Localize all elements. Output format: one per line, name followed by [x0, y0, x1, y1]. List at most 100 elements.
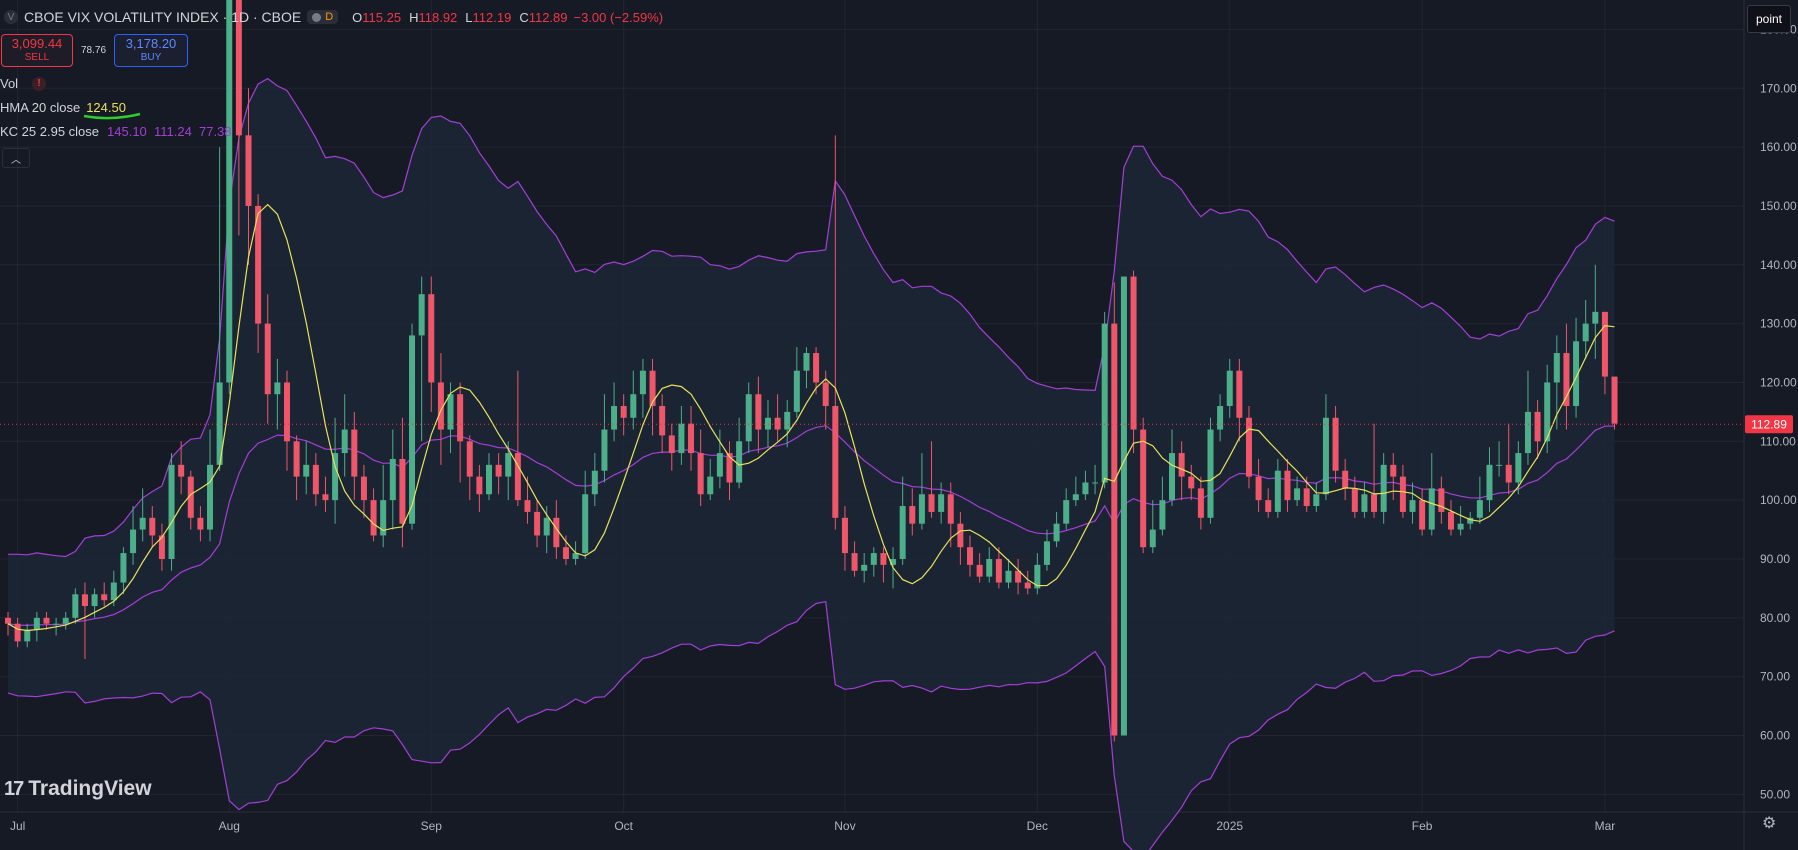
candle-body: [1111, 323, 1118, 736]
candle-body: [457, 394, 464, 442]
y-tick-label: 160.00: [1760, 140, 1797, 154]
candle-body: [1063, 500, 1070, 524]
candle-body: [572, 553, 579, 559]
chevron-up-icon[interactable]: ︿: [2, 148, 30, 168]
candle-body: [255, 205, 262, 324]
tradingview-wordmark: TradingView: [28, 777, 152, 800]
candle-body: [1409, 500, 1416, 512]
change-value: −3.00 (−2.59%): [573, 9, 664, 25]
interval-badge[interactable]: D: [307, 10, 339, 24]
candle-body: [591, 470, 598, 495]
candle-body: [1332, 417, 1339, 471]
candle-body: [149, 517, 156, 536]
volume-indicator-legend[interactable]: Vol !: [0, 76, 47, 91]
candle-body: [649, 370, 656, 406]
y-tick-label: 100.00: [1760, 493, 1797, 507]
sell-button[interactable]: 3,099.44 SELL: [1, 34, 73, 67]
keltner-upper-line: [8, 77, 1615, 558]
candle-body: [130, 529, 137, 554]
hma-value: 124.50: [86, 100, 126, 115]
candle-body: [784, 411, 791, 430]
scale-mode-button[interactable]: point: [1747, 5, 1791, 33]
candle-body: [370, 500, 377, 536]
candle-body: [476, 476, 483, 495]
keltner-indicator-legend[interactable]: KC 25 2.95 close 145.10 111.24 77.38: [0, 124, 232, 139]
candle-body: [1534, 411, 1541, 442]
candle-body: [620, 406, 627, 418]
market-status-dot: [312, 12, 322, 22]
candle-body: [1130, 276, 1137, 430]
candle-body: [1043, 541, 1050, 565]
candle-body: [659, 406, 666, 436]
candle-body: [1082, 482, 1089, 495]
hma-label: HMA 20 close: [0, 100, 81, 115]
candle-body: [245, 135, 252, 206]
candle-body: [514, 453, 521, 501]
candle-body: [14, 623, 21, 642]
candle-body: [803, 353, 810, 371]
candle-body: [841, 517, 848, 554]
low-value: 112.19: [472, 9, 512, 25]
buy-button[interactable]: 3,178.20 BUY: [114, 34, 188, 67]
candle-body: [312, 464, 319, 495]
candle-body: [389, 458, 396, 501]
candle-body: [360, 476, 367, 501]
candle-body: [524, 500, 531, 512]
candle-body: [736, 441, 743, 483]
symbol-title[interactable]: CBOE VIX VOLATILITY INDEX · 1D · CBOE: [24, 9, 302, 25]
candle-body: [553, 517, 560, 548]
candle-body: [1236, 370, 1243, 418]
candle-body: [899, 506, 906, 559]
candle-body: [24, 629, 31, 642]
candle-body: [33, 617, 40, 630]
candle-body: [1178, 453, 1185, 477]
candle-body: [1457, 523, 1464, 530]
candle-body: [967, 547, 973, 565]
candle-body: [399, 458, 406, 524]
candle-body: [1226, 370, 1233, 406]
candle-body: [332, 453, 339, 501]
candle-body: [197, 517, 204, 530]
x-tick-label: Oct: [614, 819, 633, 833]
candle-body: [1476, 500, 1483, 518]
candle-body: [1361, 494, 1368, 512]
candle-body: [322, 494, 329, 501]
candle-body: [947, 494, 954, 524]
hma-indicator-legend[interactable]: HMA 20 close 124.50: [0, 100, 126, 115]
buy-price: 3,178.20: [125, 35, 177, 51]
candle-body: [447, 394, 454, 430]
candle-body: [1351, 488, 1358, 512]
x-tick-label: Nov: [834, 819, 855, 833]
symbol-logo[interactable]: V: [4, 10, 18, 24]
candle-body: [976, 564, 983, 577]
candle-body: [1207, 429, 1214, 518]
candle-body: [1015, 570, 1022, 583]
candle-body: [428, 294, 435, 383]
gear-icon[interactable]: ⚙: [1762, 815, 1777, 832]
open-label: O: [352, 9, 363, 25]
candle-body: [168, 464, 175, 559]
candle-body: [351, 429, 358, 477]
candle-body: [264, 323, 271, 395]
y-tick-label: 140.00: [1760, 258, 1797, 272]
keltner-lower-line: [7, 600, 1615, 850]
warning-icon[interactable]: !: [32, 76, 47, 91]
candle-body: [928, 494, 935, 512]
candle-body: [562, 547, 569, 559]
candle-body: [158, 535, 165, 559]
candle-body: [1544, 382, 1551, 442]
candle-body: [1265, 500, 1272, 512]
close-label: C: [519, 9, 529, 25]
candle-body: [745, 394, 752, 442]
candle-body: [1313, 494, 1320, 507]
candle-body: [582, 494, 589, 554]
candle-body: [62, 617, 69, 624]
candle-body: [178, 464, 185, 477]
candle-body: [91, 594, 98, 607]
candle-body: [1072, 494, 1079, 501]
candle-body: [81, 594, 88, 607]
candle-body: [870, 553, 877, 565]
y-tick-label: 120.00: [1760, 375, 1797, 389]
candle-body: [1120, 276, 1127, 736]
